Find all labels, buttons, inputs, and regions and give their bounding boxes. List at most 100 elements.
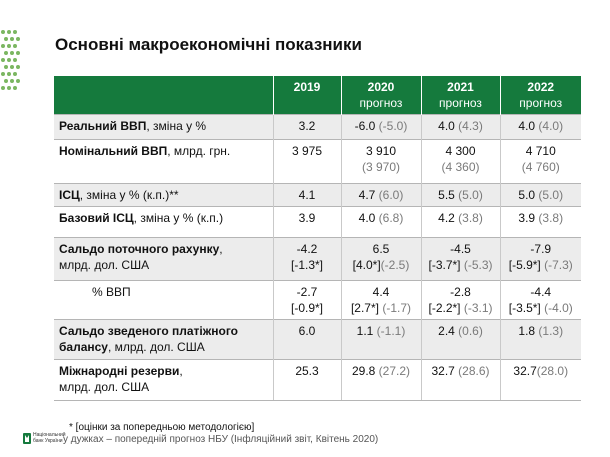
value-current: -4.4 — [530, 284, 552, 299]
cell-2022: -7.9 [-5.9*] (-7.3) — [499, 236, 581, 280]
value-current: 3 910 — [365, 143, 397, 158]
nbu-logo-icon — [23, 433, 31, 444]
row-label: ІСЦ, зміна у % (к.п.)** — [54, 182, 273, 206]
value-old-method: [-5.9*] — [508, 257, 541, 272]
value-old-method: [-3.7*] — [428, 257, 461, 272]
value-current: -4.5 — [450, 241, 471, 256]
page-title: Основні макроекономічні показники — [55, 35, 362, 54]
value-current: -7.9 — [530, 241, 552, 256]
value-previous: (27.2) — [375, 363, 411, 378]
cell-2020: 4.0 (6.8) — [340, 205, 421, 237]
row-label: % ВВП — [54, 279, 273, 319]
row-label-rest: , — [179, 363, 183, 378]
row-label-rest: , млрд. дол. США — [107, 339, 205, 354]
cell-2022: 4 710 (4 760) — [499, 138, 581, 183]
value-previous: (0.6) — [454, 323, 483, 338]
table-row: Номінальний ВВП, млрд. грн. 3 975 3 910(… — [54, 138, 581, 183]
cell-2022: -4.4 [-3.5*] (-4.0) — [499, 279, 581, 319]
value-current: -6.0 — [354, 118, 376, 133]
value-previous: (5.0) — [535, 187, 564, 202]
value-previous: (4.0) — [535, 118, 564, 133]
value-previous: (1.3) — [535, 323, 564, 338]
row-label-bold: балансу — [59, 339, 108, 354]
cell-2020: 29.8 (27.2) — [340, 358, 421, 401]
cell-2020: -6.0 (-5.0) — [340, 113, 421, 139]
table-header-row: 2019 2020 прогноз 2021 прогноз 2022 прогноз — [54, 76, 581, 114]
header-2020: 2020 прогноз — [340, 76, 421, 114]
footnote-previous-forecast: у дужках – попередній прогноз НБУ (Інфля… — [63, 434, 379, 445]
cell-2020: 3 910 (3 970) — [340, 138, 421, 183]
value-previous: (-3.1) — [460, 300, 493, 315]
row-label-bold: Сальдо зведеного платіжного — [59, 323, 239, 338]
value-current: 4.0 — [358, 210, 376, 225]
cell-2019: 6.0 — [272, 318, 341, 359]
row-label-bold: ІСЦ — [59, 187, 80, 202]
value-previous: (6.0) — [375, 187, 404, 202]
header-year: 2022 — [527, 80, 555, 94]
cell-2019: 3.2 — [272, 113, 341, 139]
value-previous: (3.8) — [535, 210, 564, 225]
cell-2021: 2.4 (0.6) — [420, 318, 500, 359]
cell-2021: 4 300 (4 360) — [420, 138, 500, 183]
value-previous: (-5.0) — [375, 118, 408, 133]
value-old-method: [-0.9*] — [290, 300, 323, 315]
row-label: Міжнародні резерви, млрд. дол. США — [54, 358, 273, 401]
macro-indicators-table: 2019 2020 прогноз 2021 прогноз 2022 прогноз… — [54, 76, 581, 401]
value-old-method: [-1.3*] — [290, 257, 323, 272]
cell-2019: 4.1 — [272, 182, 341, 206]
value-previous: (4 360) — [441, 159, 480, 174]
cell-2020: 4.7 (6.0) — [340, 182, 421, 206]
value-old-method: [2.7*] — [350, 300, 379, 315]
cell-2022: 5.0 (5.0) — [499, 182, 581, 206]
cell-2019: 3.9 — [272, 205, 341, 237]
value-previous: (-1.7) — [379, 300, 412, 315]
value-current: 4 300 — [445, 143, 476, 158]
value-current: 4.0 — [518, 118, 536, 133]
cell-2019: -4.2 [-1.3*] — [272, 236, 341, 280]
value-current: 5.5 — [438, 187, 455, 202]
header-sub: прогноз — [439, 96, 482, 110]
cell-2020: 6.5 [4.0*](-2.5) — [340, 236, 421, 280]
header-2019: 2019 — [272, 76, 341, 114]
cell-2022: 3.9 (3.8) — [499, 205, 581, 237]
footnote-methodology: * [оцінки за попередньою методологією] — [69, 422, 255, 433]
cell-2019: 25.3 — [272, 358, 341, 401]
value-current: -2.8 — [450, 284, 471, 299]
row-label-rest: , зміна у % (к.п.) — [133, 210, 224, 225]
row-label: Реальний ВВП, зміна у % — [54, 113, 273, 139]
cell-2021: -4.5 [-3.7*] (-5.3) — [420, 236, 500, 280]
header-sub: прогноз — [359, 96, 403, 110]
row-label: Сальдо зведеного платіжного балансу, млрд… — [54, 318, 273, 359]
row-label-bold: Реальний ВВП — [59, 118, 147, 133]
row-label-rest: , зміна у % (к.п.)** — [79, 187, 179, 202]
header-year: 2019 — [293, 80, 321, 94]
value-previous: (4.3) — [454, 118, 483, 133]
cell-2020: 1.1 (-1.1) — [340, 318, 421, 359]
cell-2021: -2.8 [-2.2*] (-3.1) — [420, 279, 500, 319]
cell-2021: 32.7 (28.6) — [420, 358, 500, 401]
value-current: 29.8 — [351, 363, 376, 378]
cell-2022: 4.0 (4.0) — [499, 113, 581, 139]
header-year: 2021 — [447, 80, 474, 94]
table-row: Сальдо зведеного платіжного балансу, млрд… — [54, 318, 581, 359]
logo-line: банк України — [33, 438, 63, 444]
row-label-rest: млрд. дол. США — [59, 257, 150, 272]
value-previous: (-5.3) — [460, 257, 493, 272]
value-current: -2.7 — [296, 284, 318, 299]
value-current: 32.7 — [431, 363, 455, 378]
row-label-bold: Сальдо поточного рахунку — [59, 241, 220, 256]
cell-2020: 4.4 [2.7*] (-1.7) — [340, 279, 421, 319]
value-previous: (5.0) — [454, 187, 483, 202]
value-previous: (-1.1) — [373, 323, 406, 338]
table-row: Сальдо поточного рахунку, млрд. дол. США … — [54, 236, 581, 280]
cell-2019: 3 975 — [272, 138, 341, 183]
cell-2022: 1.8 (1.3) — [499, 318, 581, 359]
value-previous: (3 970) — [361, 159, 401, 174]
value-current: 32.7 — [513, 363, 537, 378]
table-row: Міжнародні резерви, млрд. дол. США 25.3 2… — [54, 358, 581, 401]
row-label-rest: , — [219, 241, 223, 256]
value-previous: (-4.0) — [540, 300, 573, 315]
value-old-method: [-2.2*] — [428, 300, 461, 315]
value-previous: (3.8) — [454, 210, 483, 225]
cell-2019: -2.7 [-0.9*] — [272, 279, 341, 319]
